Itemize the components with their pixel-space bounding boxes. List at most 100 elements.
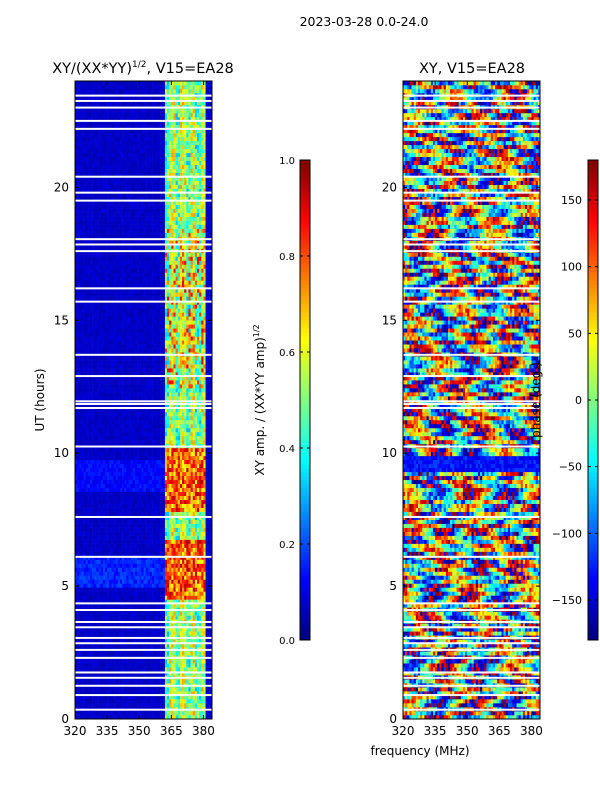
heatmap-cell (132, 483, 136, 489)
heatmap-cell (182, 603, 185, 608)
heatmap-cell (141, 471, 144, 477)
heatmap-cell (107, 679, 110, 684)
heatmap-cell (122, 659, 125, 664)
heatmap-cell (209, 539, 213, 544)
heatmap-cell (92, 639, 95, 644)
heatmap-cell (162, 591, 166, 596)
heatmap-cell (98, 439, 101, 445)
heatmap-cell (119, 507, 123, 512)
heatmap-cell (197, 551, 200, 556)
heatmap-cell (109, 547, 112, 552)
heatmap-cell (156, 559, 159, 564)
heatmap-cell (119, 651, 123, 656)
heatmap-cell (107, 507, 110, 512)
heatmap-cell (124, 463, 127, 469)
heatmap-cell (186, 591, 189, 596)
heatmap-cell (194, 471, 198, 477)
heatmap-cell (94, 623, 97, 628)
heatmap-cell (182, 423, 185, 429)
heatmap-cell (143, 591, 146, 596)
heatmap-cell (162, 643, 166, 648)
heatmap-cell (203, 455, 206, 461)
heatmap-cell (102, 643, 106, 648)
heatmap-cell (100, 659, 104, 664)
heatmap-cell (100, 711, 104, 716)
heatmap-cell (152, 479, 155, 485)
heatmap-cell (77, 551, 80, 556)
heatmap-cell (164, 615, 168, 620)
heatmap-cell (139, 547, 142, 552)
heatmap-cell (160, 491, 164, 496)
heatmap-cell (143, 475, 146, 481)
heatmap-cell (149, 435, 153, 441)
heatmap-cell (134, 591, 138, 596)
heatmap-cell (115, 603, 119, 608)
heatmap-cell (143, 579, 146, 584)
heatmap-cell (203, 639, 206, 644)
heatmap-cell (141, 475, 144, 481)
heatmap-cell (158, 471, 161, 477)
heatmap-cell (194, 451, 198, 457)
heatmap-cell (160, 643, 164, 648)
heatmap-cell (81, 539, 84, 544)
heatmap-cell (122, 687, 125, 692)
heatmap-cell (156, 695, 159, 700)
heatmap-cell (132, 667, 136, 672)
heatmap-cell (197, 475, 200, 481)
heatmap-cell (167, 543, 170, 548)
heatmap-cell (100, 479, 104, 485)
heatmap-cell (126, 475, 129, 481)
heatmap-cell (197, 575, 200, 580)
heatmap-cell (171, 511, 174, 516)
heatmap-cell (141, 535, 144, 540)
heatmap-cell (119, 599, 123, 604)
heatmap-cell (92, 603, 95, 608)
heatmap-cell (83, 691, 86, 696)
heatmap-cell (130, 703, 134, 708)
heatmap-cell (162, 415, 166, 421)
heatmap-cell (139, 431, 142, 437)
heatmap-cell (190, 459, 194, 465)
heatmap-cell (205, 711, 209, 716)
heatmap-cell (77, 419, 80, 425)
heatmap-cell (203, 679, 206, 684)
heatmap-cell (100, 623, 104, 628)
heatmap-cell (201, 411, 204, 417)
heatmap-cell (207, 623, 211, 628)
heatmap-cell (167, 419, 170, 425)
heatmap-cell (145, 659, 149, 664)
heatmap-cell (85, 691, 89, 696)
heatmap-cell (147, 687, 151, 692)
heatmap-cell (164, 475, 168, 481)
heatmap-cell (109, 563, 112, 568)
heatmap-cell (149, 643, 153, 648)
heatmap-cell (143, 615, 146, 620)
heatmap-cell (75, 559, 78, 564)
heatmap-cell (139, 531, 142, 536)
heatmap-cell (75, 491, 78, 496)
heatmap-cell (203, 447, 206, 453)
heatmap-cell (199, 659, 202, 664)
heatmap-cell (137, 611, 140, 616)
heatmap-cell (124, 711, 127, 716)
heatmap-cell (194, 599, 198, 604)
heatmap-cell (89, 503, 93, 508)
heatmap-cell (203, 479, 206, 485)
heatmap-cell (164, 711, 168, 716)
heatmap-cell (188, 659, 191, 664)
heatmap-cell (209, 511, 213, 516)
heatmap-cell (201, 595, 204, 600)
heatmap-cell (126, 595, 129, 600)
heatmap-cell (158, 703, 161, 708)
heatmap-cell (126, 591, 129, 596)
heatmap-cell (173, 479, 176, 485)
heatmap-cell (194, 483, 198, 489)
heatmap-cell (94, 471, 97, 477)
heatmap-cell (83, 471, 86, 477)
heatmap-cell (92, 563, 95, 568)
heatmap-cell (104, 415, 108, 421)
heatmap-cell (77, 439, 80, 445)
heatmap-cell (130, 583, 134, 588)
heatmap-cell (128, 467, 131, 473)
heatmap-cell (94, 435, 97, 441)
